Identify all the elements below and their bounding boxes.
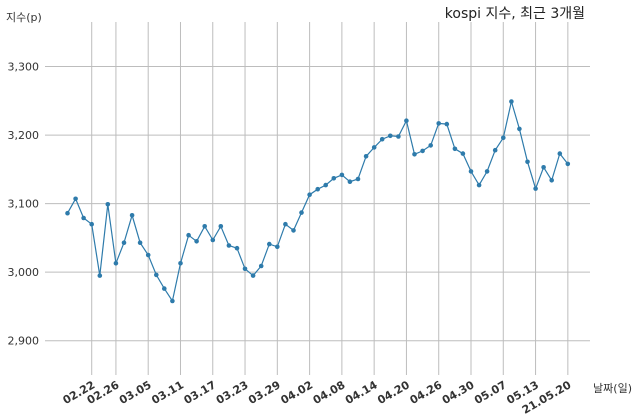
data-point: [379, 136, 385, 142]
x-tick-label: 04.20: [375, 378, 412, 407]
data-point: [323, 182, 329, 188]
chart-title: kospi 지수, 최근 3개월: [445, 6, 585, 22]
data-point: [145, 252, 151, 258]
data-point: [258, 263, 264, 269]
data-point: [549, 178, 554, 183]
vertical-gridlines: [91, 22, 569, 375]
data-point: [194, 239, 199, 244]
horizontal-gridlines: [45, 66, 590, 342]
x-tick-label: 04.02: [278, 378, 315, 407]
data-point: [81, 215, 86, 221]
data-point: [162, 286, 167, 291]
data-point: [444, 121, 450, 127]
data-point: [331, 176, 337, 181]
y-axis-label: 지수(p): [6, 11, 42, 24]
data-point: [186, 232, 191, 238]
x-tick-label: 04.30: [440, 378, 477, 407]
x-tick-labels: 02.2202.2603.0503.1103.1703.2303.2904.02…: [61, 378, 574, 417]
data-point: [234, 245, 240, 251]
x-tick-label: 03.17: [182, 378, 219, 407]
x-tick-label: 03.11: [149, 378, 186, 407]
y-tick-label: 3,000: [8, 266, 40, 279]
x-tick-label: 04.26: [408, 378, 445, 407]
data-point: [97, 273, 103, 278]
data-point: [154, 272, 159, 278]
data-point: [533, 186, 538, 191]
data-point: [492, 147, 498, 153]
data-point: [517, 126, 522, 132]
data-point: [218, 224, 224, 229]
data-point: [460, 151, 466, 156]
data-point: [267, 241, 272, 247]
data-point: [396, 134, 401, 139]
data-point: [170, 298, 175, 304]
data-point: [113, 261, 119, 266]
x-tick-label: 04.08: [311, 378, 348, 407]
data-point: [565, 161, 571, 167]
data-points: [65, 99, 571, 304]
data-point: [347, 179, 353, 184]
data-point: [509, 99, 514, 104]
data-point: [178, 261, 183, 266]
x-axis-label: 날짜(일): [593, 381, 632, 395]
x-tick-label: 03.05: [117, 378, 154, 407]
data-point: [137, 240, 143, 245]
data-point: [307, 192, 312, 197]
data-point: [541, 165, 546, 170]
data-point: [89, 221, 94, 227]
series-line: [66, 101, 569, 303]
data-point: [404, 118, 409, 123]
y-tick-labels: 2,900 3,000 3,100 3,200 3,300: [8, 61, 40, 348]
y-tick-label: 3,200: [8, 129, 40, 142]
data-point: [275, 244, 280, 250]
data-point: [557, 151, 563, 156]
data-point: [388, 133, 393, 139]
data-point: [291, 228, 296, 233]
data-point: [210, 237, 216, 243]
data-point: [436, 121, 442, 126]
data-point: [250, 273, 256, 278]
data-point: [501, 135, 506, 141]
x-tick-label: 05.07: [472, 378, 509, 407]
data-point: [355, 176, 361, 182]
x-tick-label: 04.14: [343, 378, 380, 407]
data-point: [452, 146, 458, 152]
data-point: [202, 224, 207, 229]
data-point: [121, 240, 127, 245]
data-point: [129, 213, 135, 218]
data-point: [315, 186, 321, 192]
data-point: [371, 145, 377, 150]
data-point: [65, 210, 70, 216]
x-tick-label: 03.23: [214, 378, 251, 407]
data-point: [525, 159, 530, 165]
data-point: [339, 172, 345, 178]
data-point: [484, 169, 490, 174]
y-tick-label: 3,100: [8, 198, 40, 211]
y-tick-label: 3,300: [8, 61, 40, 74]
data-point: [428, 143, 434, 148]
data-point: [283, 221, 288, 227]
data-point: [105, 202, 111, 207]
data-point: [363, 154, 369, 159]
data-point: [412, 152, 417, 157]
y-tick-label: 2,900: [8, 335, 40, 348]
data-point: [226, 243, 232, 248]
data-point: [242, 266, 248, 272]
data-point: [476, 182, 482, 188]
data-point: [468, 169, 474, 174]
data-point: [420, 148, 425, 154]
data-point: [299, 210, 304, 215]
data-point: [73, 196, 78, 202]
x-tick-label: 03.29: [246, 378, 283, 407]
